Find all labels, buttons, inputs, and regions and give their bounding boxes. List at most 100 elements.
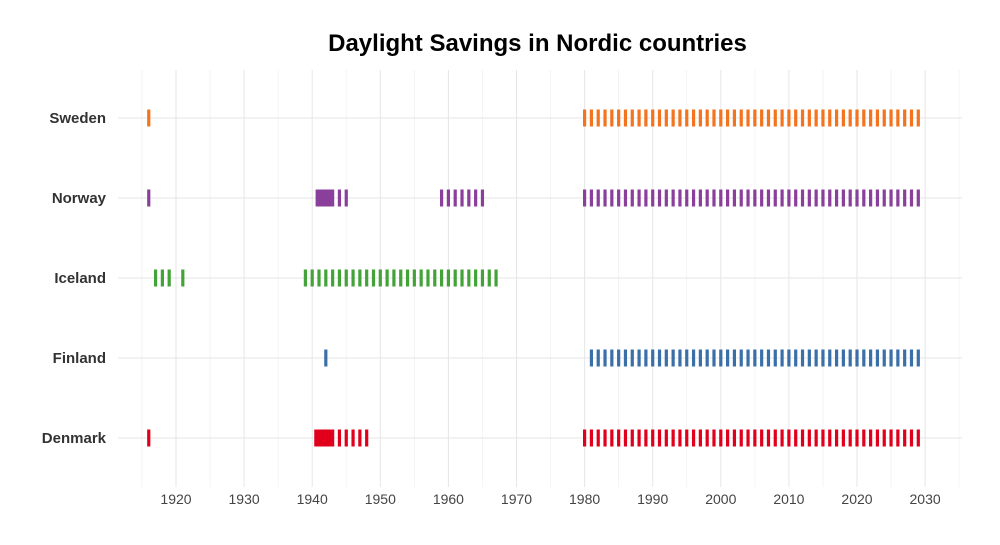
dst-year-mark — [794, 349, 798, 367]
dst-year-mark — [583, 189, 587, 207]
dst-year-mark — [712, 109, 716, 127]
dst-year-mark — [433, 269, 437, 287]
dst-year-mark — [596, 109, 600, 127]
dst-year-mark — [828, 189, 832, 207]
dst-year-mark — [834, 189, 839, 207]
dst-year-mark — [821, 429, 825, 447]
dst-year-mark — [480, 269, 485, 287]
dst-year-mark — [794, 429, 798, 447]
dst-year-mark — [698, 189, 702, 207]
dst-year-mark — [909, 429, 914, 447]
dst-year-mark — [637, 429, 641, 447]
dst-year-mark — [671, 429, 675, 447]
dst-year-mark — [637, 109, 641, 127]
dst-year-mark — [467, 269, 471, 287]
dst-year-mark — [882, 349, 886, 367]
dst-year-mark — [678, 349, 682, 367]
dst-year-mark — [903, 109, 907, 127]
dst-year-mark — [862, 109, 866, 127]
dst-year-mark — [644, 109, 648, 127]
dst-year-mark — [371, 269, 376, 287]
dst-year-mark — [657, 109, 662, 127]
dst-year-mark — [889, 349, 893, 367]
dst-year-mark — [705, 189, 709, 207]
dst-year-mark — [841, 349, 845, 367]
dst-year-mark — [753, 349, 757, 367]
dst-year-mark — [651, 429, 655, 447]
dst-year-mark — [916, 349, 920, 367]
dst-year-mark — [691, 109, 696, 127]
dst-year-mark — [732, 109, 737, 127]
dst-year-mark — [828, 349, 832, 367]
dst-year-mark — [821, 349, 825, 367]
dst-year-mark — [474, 189, 478, 207]
dst-year-mark — [617, 189, 621, 207]
dst-year-mark — [419, 269, 423, 287]
dst-year-mark — [712, 189, 716, 207]
dst-year-mark — [889, 429, 893, 447]
x-tick-label: 2000 — [705, 491, 736, 507]
dst-year-mark — [617, 429, 621, 447]
y-tick-label: Sweden — [49, 110, 106, 127]
dst-year-mark — [834, 349, 839, 367]
dst-year-mark — [909, 189, 914, 207]
dst-year-mark — [841, 109, 845, 127]
dst-year-mark — [671, 109, 675, 127]
dst-period-continuous — [315, 189, 332, 207]
dst-year-mark — [896, 109, 900, 127]
dst-year-mark — [773, 109, 777, 127]
dst-year-mark — [705, 109, 709, 127]
dst-year-mark — [719, 189, 723, 207]
dst-year-mark — [480, 189, 485, 207]
dst-year-mark — [358, 429, 362, 447]
dst-year-mark — [807, 349, 811, 367]
dst-year-mark — [439, 189, 444, 207]
x-tick-label: 1980 — [569, 491, 600, 507]
dst-year-mark — [412, 269, 416, 287]
dst-year-mark — [358, 269, 362, 287]
dst-year-mark — [337, 189, 342, 207]
dst-year-mark — [596, 349, 600, 367]
dst-year-mark — [719, 429, 723, 447]
dst-year-mark — [698, 109, 702, 127]
dst-year-mark — [903, 429, 907, 447]
dst-year-mark — [814, 429, 818, 447]
dst-year-mark — [685, 109, 689, 127]
dst-year-mark — [862, 189, 866, 207]
dst-year-mark — [739, 189, 743, 207]
dst-year-mark — [664, 109, 668, 127]
dst-year-mark — [589, 349, 594, 367]
dst-year-mark — [862, 429, 866, 447]
dst-year-mark — [637, 349, 641, 367]
dst-year-mark — [712, 429, 716, 447]
dst-year-mark — [439, 269, 444, 287]
x-tick-label: 1930 — [229, 491, 260, 507]
dst-year-mark — [780, 429, 784, 447]
dst-year-mark — [841, 429, 845, 447]
dst-year-mark — [739, 109, 743, 127]
dst-year-mark — [875, 349, 880, 367]
dst-year-mark — [746, 429, 750, 447]
dst-year-mark — [841, 189, 845, 207]
dst-year-mark — [494, 269, 498, 287]
dst-year-mark — [630, 109, 634, 127]
dst-year-mark — [610, 349, 614, 367]
dst-year-mark — [691, 429, 696, 447]
dst-year-mark — [644, 189, 648, 207]
dst-year-mark — [583, 109, 587, 127]
dst-year-mark — [651, 349, 655, 367]
dst-year-mark — [800, 189, 805, 207]
dst-year-mark — [726, 429, 730, 447]
dst-year-mark — [460, 269, 464, 287]
dst-year-mark — [657, 189, 662, 207]
dst-year-mark — [630, 429, 634, 447]
dst-year-mark — [909, 349, 914, 367]
dst-year-mark — [903, 189, 907, 207]
dst-year-mark — [896, 429, 900, 447]
dst-year-mark — [303, 269, 307, 287]
dst-year-mark — [426, 269, 430, 287]
dst-year-mark — [712, 349, 716, 367]
x-tick-label: 1960 — [433, 491, 464, 507]
